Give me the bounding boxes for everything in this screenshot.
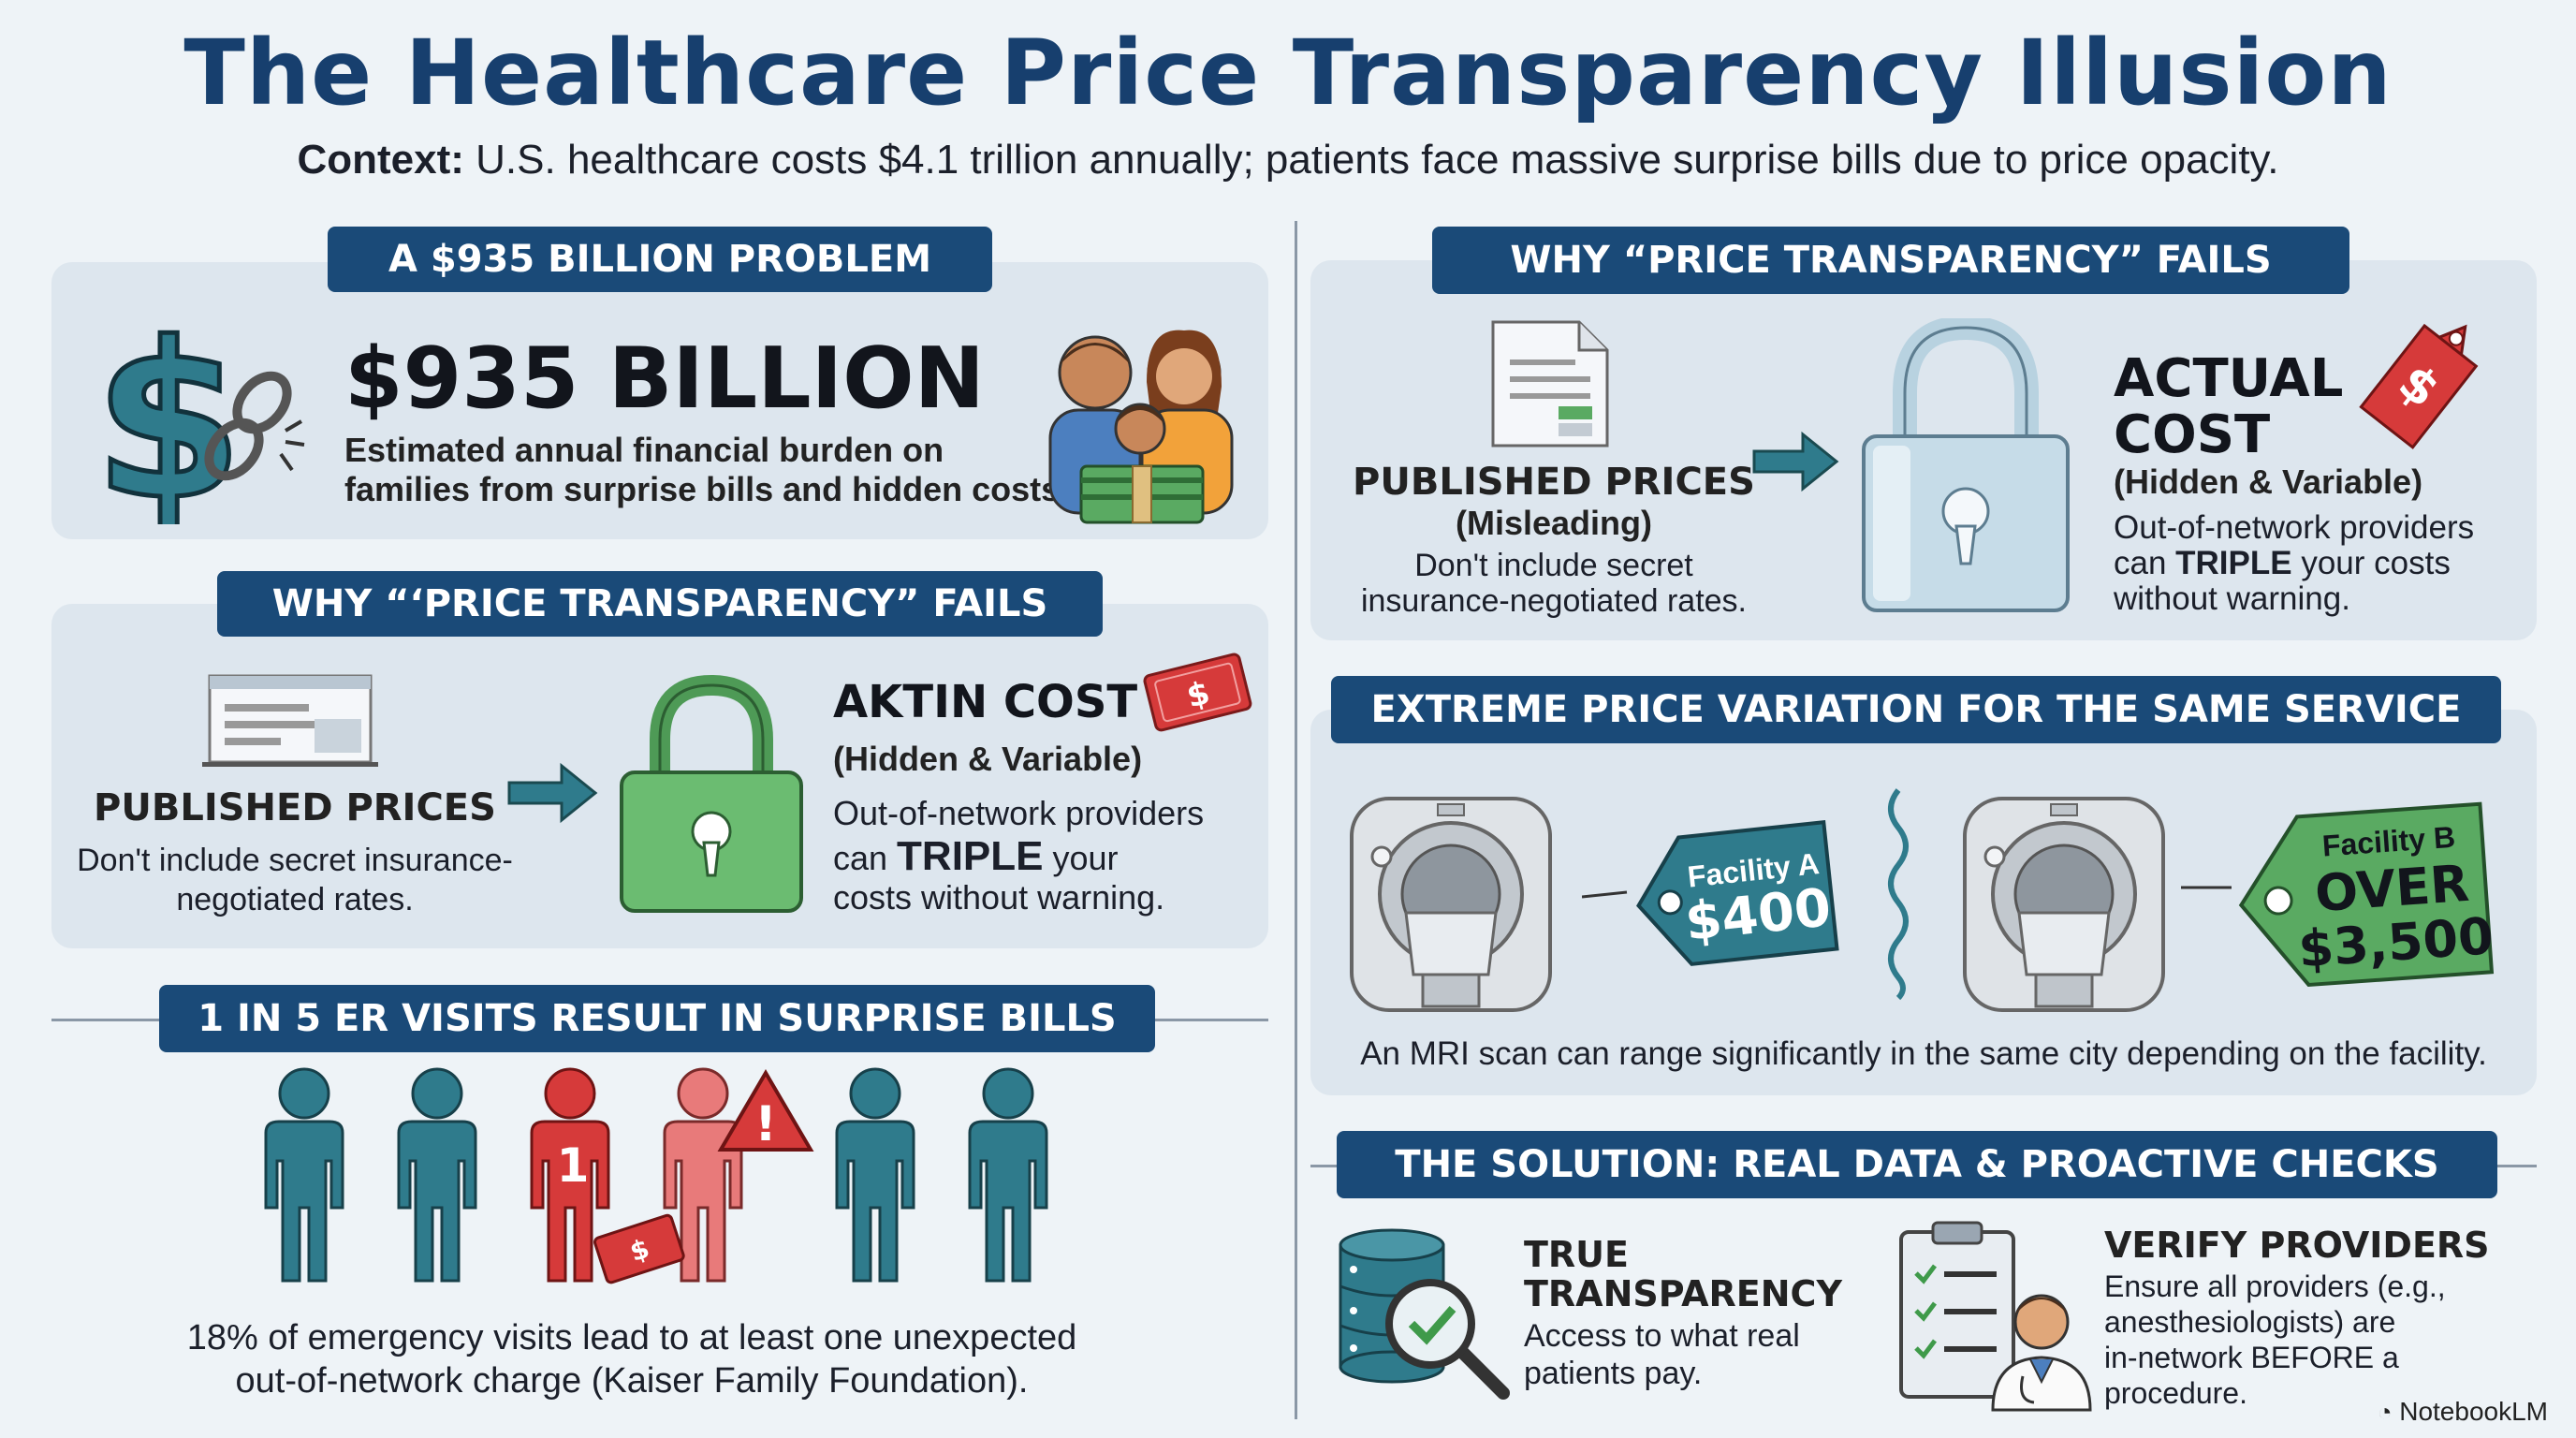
fails-right-published-desc-1: Don't include secret [1414, 548, 1693, 583]
mri-machine-a-icon [1350, 797, 1552, 1012]
published-prices-document-icon [1491, 320, 1609, 448]
verify-providers-desc-3: in-network BEFORE a [2104, 1341, 2399, 1374]
fails-right-published-title: PUBLISHED PRICES [1353, 461, 1755, 504]
fails-left-actual-desc-1: Out-of-network providers [833, 794, 1205, 832]
fails-left-actual-desc-2-post: your [1043, 839, 1119, 877]
fails-right-banner: WHY “PRICE TRANSPARENCY” FAILS [1432, 227, 2349, 294]
arrow-right-icon [507, 762, 598, 824]
facility-a-price: $400 [1682, 877, 1834, 953]
er-desc-2: out-of-network charge (Kaiser Family Fou… [235, 1361, 1029, 1401]
mri-machine-b-icon [1963, 797, 2165, 1012]
context-text: U.S. healthcare costs $4.1 trillion annu… [463, 137, 2279, 183]
fails-left-published-desc-2: negotiated rates. [176, 882, 414, 917]
figure-number: 1 [557, 1138, 590, 1193]
context-line: Context: U.S. healthcare costs $4.1 tril… [0, 137, 2576, 183]
fails-left-actual-sub: (Hidden & Variable) [833, 740, 1143, 778]
notebooklm-watermark: ◔ NotebookLM [2378, 1397, 2548, 1427]
svg-text:!: ! [754, 1096, 777, 1152]
verify-providers-desc-4: procedure. [2104, 1376, 2247, 1410]
fails-right-actual-desc-2: can TRIPLE your costs [2114, 545, 2451, 582]
facility-b-over: OVER [2313, 854, 2471, 923]
fails-right-published-desc-2: insurance-negotiated rates. [1360, 583, 1748, 619]
facility-a-price-tag: Facility A $400 [1582, 820, 1839, 966]
clipboard-doctor-icon [1899, 1221, 2092, 1412]
facility-b-price: $3,500 [2296, 906, 2495, 978]
fails-right-actual-desc-3: without warning. [2114, 580, 2350, 617]
problem-desc-1: Estimated annual financial burden on [344, 431, 944, 469]
facility-b-price-tag: Facility B OVER $3,500 [2181, 801, 2496, 988]
notebooklm-logo-icon: ◔ [2377, 1398, 2393, 1426]
fails-left-banner: WHY “‘PRICE TRANSPARENCY” FAILS [217, 571, 1103, 637]
fails-left-actual-desc-2: can TRIPLE your [833, 833, 1119, 880]
fails-left-actual-title: AKTIN COST [833, 676, 1138, 728]
glass-lock-icon [1862, 318, 2070, 612]
fails-left-actual-desc-2-pre: can [833, 839, 898, 877]
dollar-chain-icon: $ [94, 309, 305, 524]
arrow-right-icon-2 [1752, 431, 1839, 492]
fails-left-actual-desc-2-bold: TRIPLE [897, 833, 1044, 879]
fails-right-actual-title-2: COST [2114, 404, 2271, 465]
fails-right-actual-title-1: ACTUAL [2114, 348, 2344, 409]
fails-left-published-title: PUBLISHED PRICES [94, 786, 496, 829]
problem-desc-2: families from surprise bills and hidden … [344, 470, 1070, 508]
fails-left-published-desc-1: Don't include secret insurance- [77, 843, 513, 878]
true-transparency-desc-1: Access to what real [1524, 1318, 1800, 1354]
database-search-icon [1339, 1228, 1510, 1400]
verify-providers-desc-2: anesthesiologists) are [2104, 1305, 2396, 1339]
variation-banner: EXTREME PRICE VARIATION FOR THE SAME SER… [1331, 676, 2501, 743]
notebooklm-brand: NotebookLM [2399, 1397, 2548, 1426]
fails-right-published-sub: (Misleading) [1455, 504, 1652, 542]
price-tag-icon: $ [2359, 323, 2479, 449]
er-people-figures: 1 ! $ [264, 1067, 1048, 1284]
fails-left-actual-desc-3: costs without warning. [833, 878, 1165, 917]
family-icon [1048, 330, 1234, 524]
person-figure-5 [835, 1067, 915, 1283]
money-bill-icon: $ [1143, 653, 1252, 732]
fails-right-actual-desc-2-post: your costs [2291, 545, 2451, 581]
fails-right-actual-desc-2-bold: TRIPLE [2175, 545, 2292, 581]
er-desc-1: 18% of emergency visits lead to at least… [186, 1318, 1077, 1357]
variation-caption: An MRI scan can range significantly in t… [1360, 1035, 2487, 1072]
er-bill-icon: $ [593, 1213, 685, 1284]
svg-text:$: $ [94, 309, 243, 524]
fails-right-actual-sub: (Hidden & Variable) [2114, 462, 2423, 501]
solution-banner: THE SOLUTION: REAL DATA & PROACTIVE CHEC… [1337, 1131, 2497, 1198]
fails-right-actual-desc-1: Out-of-network providers [2114, 509, 2475, 546]
context-label: Context: [297, 137, 464, 183]
column-divider [1295, 221, 1297, 1419]
verify-providers-desc-1: Ensure all providers (e.g., [2104, 1269, 2446, 1303]
true-transparency-title-1: TRUE [1524, 1234, 1629, 1275]
er-banner: 1 IN 5 ER VISITS RESULT IN SURPRISE BILL… [159, 985, 1155, 1052]
person-figure-6 [968, 1067, 1048, 1283]
person-figure-2 [397, 1067, 477, 1283]
true-transparency-desc-2: patients pay. [1524, 1356, 1703, 1391]
page-title: The Healthcare Price Transparency Illusi… [183, 21, 2393, 125]
verify-providers-title: VERIFY PROVIDERS [2104, 1225, 2490, 1266]
person-figure-1 [264, 1067, 344, 1283]
squiggle-separator [1888, 788, 1909, 1001]
alert-triangle-icon: ! [717, 1069, 814, 1152]
green-lock-icon [620, 674, 803, 913]
true-transparency-title-2: TRANSPARENCY [1524, 1273, 1842, 1314]
fails-right-actual-desc-2-pre: can [2114, 545, 2176, 581]
problem-banner: A $935 BILLION PROBLEM [328, 227, 992, 292]
document-icon [202, 674, 378, 767]
problem-amount: $935 BILLION [344, 330, 985, 428]
